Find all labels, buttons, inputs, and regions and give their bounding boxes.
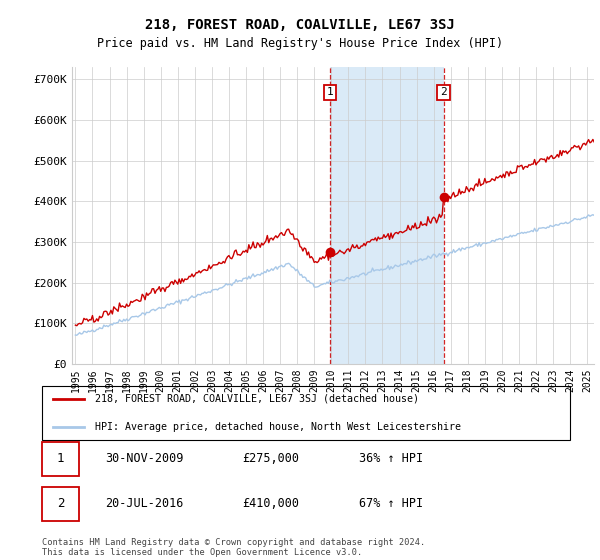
Text: Contains HM Land Registry data © Crown copyright and database right 2024.
This d: Contains HM Land Registry data © Crown c… xyxy=(42,538,425,557)
Text: 1: 1 xyxy=(326,87,333,97)
Text: HPI: Average price, detached house, North West Leicestershire: HPI: Average price, detached house, Nort… xyxy=(95,422,461,432)
Text: 1: 1 xyxy=(57,452,64,465)
Bar xyxy=(330,67,443,364)
Text: 218, FOREST ROAD, COALVILLE, LE67 3SJ: 218, FOREST ROAD, COALVILLE, LE67 3SJ xyxy=(145,18,455,32)
Text: £275,000: £275,000 xyxy=(242,452,299,465)
Text: £410,000: £410,000 xyxy=(242,497,299,510)
Text: Price paid vs. HM Land Registry's House Price Index (HPI): Price paid vs. HM Land Registry's House … xyxy=(97,37,503,50)
Text: 2: 2 xyxy=(57,497,64,510)
Text: 36% ↑ HPI: 36% ↑ HPI xyxy=(359,452,423,465)
Text: 30-NOV-2009: 30-NOV-2009 xyxy=(106,452,184,465)
Text: 2: 2 xyxy=(440,87,447,97)
Text: 67% ↑ HPI: 67% ↑ HPI xyxy=(359,497,423,510)
Text: 20-JUL-2016: 20-JUL-2016 xyxy=(106,497,184,510)
Text: 218, FOREST ROAD, COALVILLE, LE67 3SJ (detached house): 218, FOREST ROAD, COALVILLE, LE67 3SJ (d… xyxy=(95,394,419,404)
